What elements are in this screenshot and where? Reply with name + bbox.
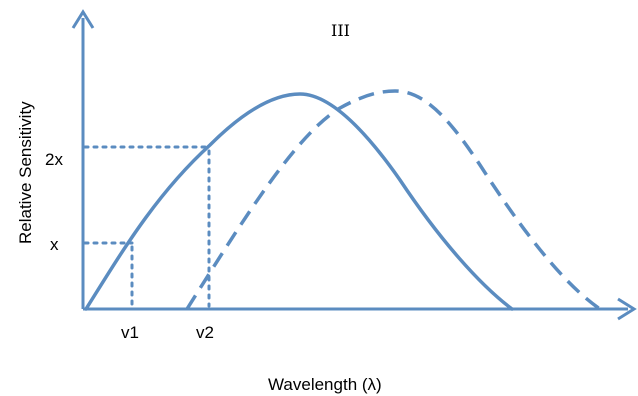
y-tick-x: x: [50, 235, 59, 254]
y-axis-arrowhead: [71, 9, 95, 29]
x-tick-v1: v1: [121, 323, 139, 342]
panel-label: III: [331, 21, 350, 40]
x-tick-v2: v2: [196, 323, 214, 342]
x-axis-arrowhead: [617, 297, 637, 321]
y-tick-2x: 2x: [45, 150, 63, 169]
solid-sensitivity-curve: [84, 92, 514, 311]
x-axis-label: Wavelength (λ): [268, 375, 382, 394]
y-axis-label: Relative Sensitivity: [16, 101, 35, 244]
dashed-sensitivity-curve: [185, 89, 601, 311]
